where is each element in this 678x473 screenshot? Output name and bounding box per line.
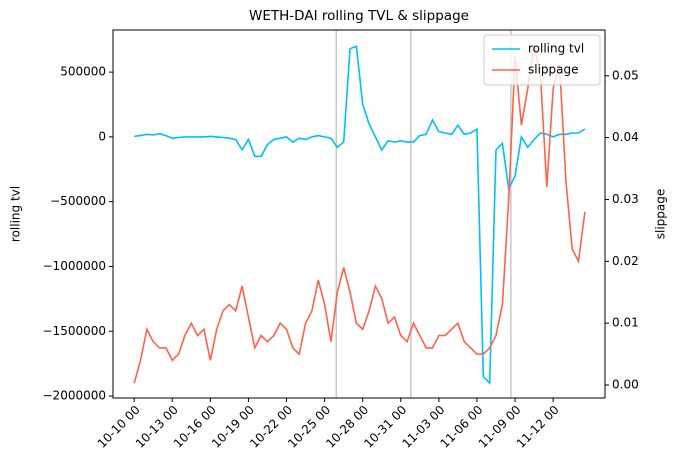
- series-line: [133, 44, 586, 384]
- y2-tick-label: 0.01: [612, 316, 639, 330]
- y-tick-label: −1000000: [43, 259, 107, 273]
- y-tick-label: −500000: [50, 194, 106, 208]
- y2-tick-label: 0.00: [612, 378, 639, 392]
- chart-title: WETH-DAI rolling TVL & slippage: [249, 8, 469, 24]
- y2-tick-label: 0.03: [612, 192, 639, 206]
- plot-frame: [112, 29, 606, 399]
- y-axis-label: rolling tvl: [9, 186, 23, 242]
- y2-axis-label: slippage: [654, 189, 668, 240]
- y-tick-label: −2000000: [43, 389, 107, 403]
- y-tick-label: −1500000: [43, 324, 107, 338]
- legend-label: slippage: [528, 63, 579, 77]
- y-tick-label: 0: [98, 129, 106, 143]
- y2-tick-label: 0.02: [612, 254, 639, 268]
- legend-label: rolling tvl: [528, 42, 584, 56]
- y2-tick-label: 0.04: [612, 130, 639, 144]
- y2-tick-label: 0.05: [612, 68, 639, 82]
- series-line: [134, 45, 586, 386]
- y-tick-label: 500000: [60, 65, 106, 79]
- legend-box: [483, 34, 601, 86]
